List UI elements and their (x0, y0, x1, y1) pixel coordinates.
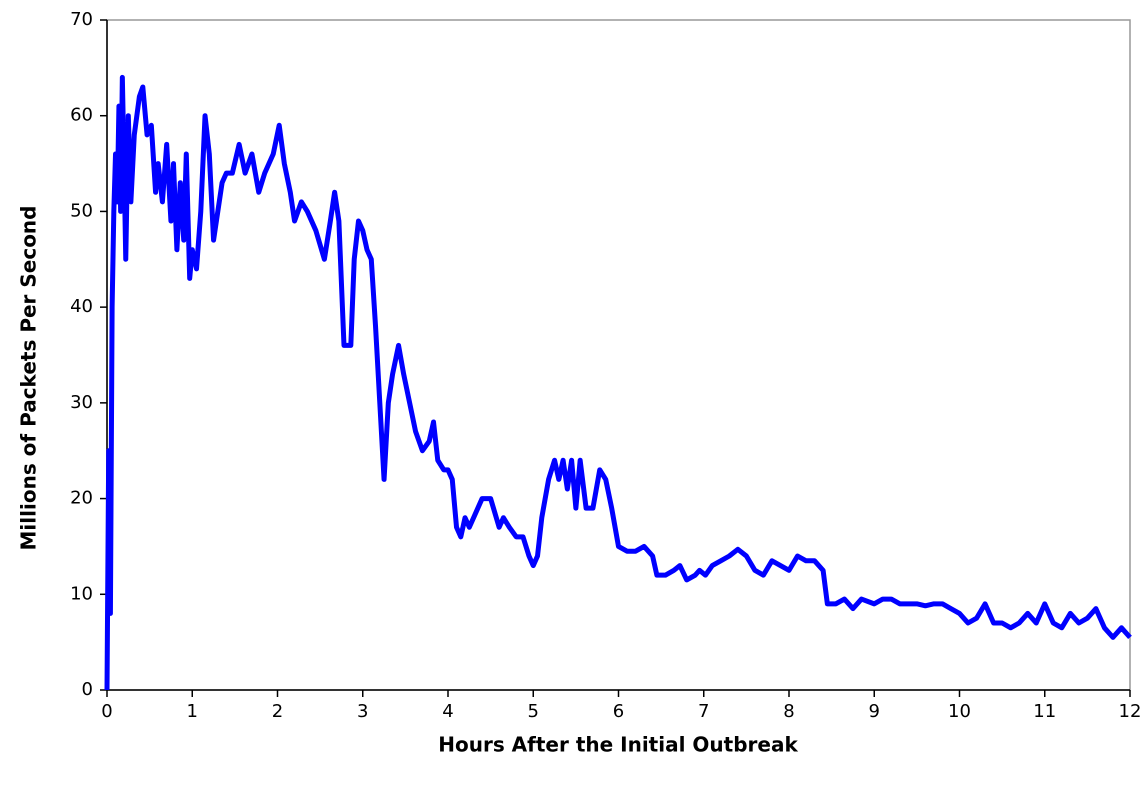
x-tick-label: 4 (442, 701, 453, 722)
y-tick-label: 10 (70, 583, 93, 604)
x-tick-label: 8 (783, 701, 794, 722)
y-tick-label: 0 (82, 679, 93, 700)
y-tick-label: 40 (70, 296, 93, 317)
x-tick-label: 12 (1119, 701, 1142, 722)
x-tick-label: 9 (869, 701, 880, 722)
x-tick-label: 0 (101, 701, 112, 722)
y-tick-label: 30 (70, 392, 93, 413)
y-tick-label: 50 (70, 200, 93, 221)
x-tick-label: 3 (357, 701, 368, 722)
x-tick-label: 10 (948, 701, 971, 722)
x-tick-label: 1 (187, 701, 198, 722)
x-tick-label: 7 (698, 701, 709, 722)
x-tick-label: 6 (613, 701, 624, 722)
y-tick-label: 20 (70, 488, 93, 509)
y-axis-label: Millions of Packets Per Second (17, 206, 41, 551)
plot-frame (106, 19, 1131, 691)
y-tick-label: 60 (70, 105, 93, 126)
data-line (104, 74, 1132, 691)
x-tick-label: 2 (272, 701, 283, 722)
y-tick-label: 70 (70, 9, 93, 30)
x-axis-label: Hours After the Initial Outbreak (438, 733, 798, 757)
x-tick-label: 11 (1033, 701, 1056, 722)
x-tick-label: 5 (528, 701, 539, 722)
